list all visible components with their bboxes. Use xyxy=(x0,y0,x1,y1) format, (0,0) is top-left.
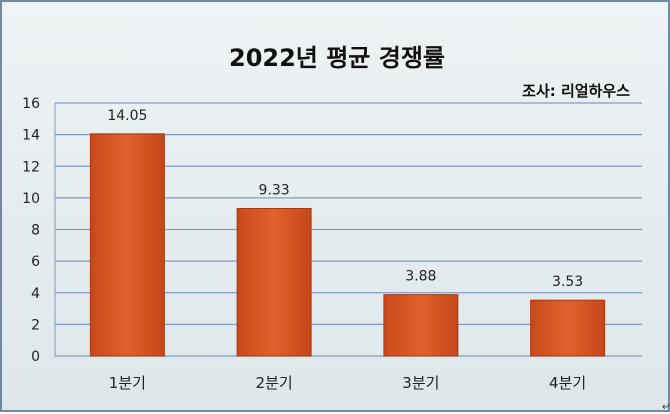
data-label: 14.05 xyxy=(107,108,147,124)
bar-1 xyxy=(89,133,165,357)
bar-4 xyxy=(530,299,606,357)
x-tick-label: 1분기 xyxy=(109,374,146,392)
y-tick-label: 12 xyxy=(22,159,40,175)
x-tick-label: 3분기 xyxy=(402,374,439,392)
y-tick-label: 0 xyxy=(31,349,40,365)
data-label: 9.33 xyxy=(259,182,290,198)
x-tick-label: 4분기 xyxy=(549,374,586,392)
bar-2 xyxy=(236,207,312,357)
chart-title: 2022년 평균 경쟁률 xyxy=(229,44,445,72)
y-tick-label: 16 xyxy=(22,96,40,112)
y-tick-label: 6 xyxy=(31,254,40,270)
y-tick-label: 8 xyxy=(31,223,40,239)
data-label: 3.88 xyxy=(405,269,436,285)
y-tick-label: 14 xyxy=(22,128,40,144)
y-tick-label: 10 xyxy=(22,191,40,207)
data-label: 3.53 xyxy=(552,274,583,290)
bar-3 xyxy=(383,294,459,357)
y-tick-label: 4 xyxy=(31,286,40,302)
return-mark: ↵ xyxy=(662,402,670,413)
chart-source: 조사: 리얼하우스 xyxy=(522,82,630,100)
y-tick-label: 2 xyxy=(31,317,40,333)
x-tick-label: 2분기 xyxy=(256,374,293,392)
